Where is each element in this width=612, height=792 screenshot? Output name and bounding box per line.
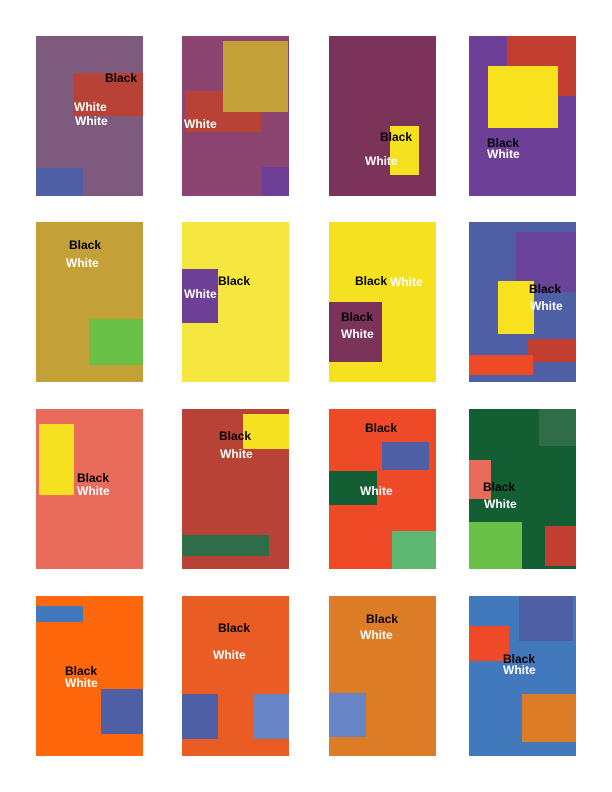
square-yellow bbox=[498, 281, 534, 334]
square-yellow bbox=[488, 66, 558, 128]
square-red bbox=[528, 339, 576, 362]
square-blue bbox=[182, 694, 218, 739]
black-label: Black bbox=[483, 480, 516, 494]
square-red bbox=[545, 526, 576, 566]
square-green bbox=[329, 471, 377, 505]
black-label: Black bbox=[218, 274, 251, 288]
color-card-15: Black White bbox=[329, 596, 436, 756]
white-label: White bbox=[390, 275, 423, 289]
color-card-16: Black White bbox=[469, 596, 576, 756]
black-label: Black bbox=[380, 130, 413, 144]
color-card-7: Black White Black White bbox=[329, 222, 436, 382]
white-label: White bbox=[65, 676, 98, 690]
white-label: White bbox=[184, 117, 217, 131]
square-yellow bbox=[39, 424, 74, 495]
black-label: Black bbox=[529, 282, 562, 296]
white-label: White bbox=[66, 256, 99, 270]
white-label: White bbox=[360, 484, 393, 498]
black-label: Black bbox=[366, 612, 399, 626]
black-label: Black bbox=[69, 238, 102, 252]
black-label: Black bbox=[77, 471, 110, 485]
white-label: White bbox=[220, 447, 253, 461]
black-label: Black bbox=[503, 652, 536, 666]
white-label: White bbox=[341, 327, 374, 341]
color-card-13: Black White bbox=[36, 596, 143, 756]
black-label: Black bbox=[65, 664, 98, 678]
square-yellow bbox=[390, 126, 419, 175]
square-mint bbox=[392, 531, 436, 569]
color-card-5: Black White bbox=[36, 222, 143, 382]
color-card-11: Black White bbox=[329, 409, 436, 569]
color-card-6: Black White bbox=[182, 222, 289, 382]
square-lime bbox=[469, 522, 522, 569]
square-orange bbox=[469, 355, 533, 375]
square-blue bbox=[382, 442, 429, 470]
square-purple bbox=[262, 167, 289, 196]
white-label: White bbox=[365, 154, 398, 168]
black-label: Black bbox=[487, 136, 520, 150]
square-blue-top bbox=[36, 606, 83, 622]
color-card-10: Black White bbox=[182, 409, 289, 569]
square-periwinkle bbox=[253, 694, 289, 739]
white-label: White bbox=[184, 287, 217, 301]
square-green bbox=[89, 319, 143, 365]
black-label: Black bbox=[218, 621, 251, 635]
black-label: Black bbox=[219, 429, 252, 443]
square-periwinkle bbox=[329, 693, 366, 737]
color-card-12: Black White bbox=[469, 409, 576, 569]
square-salmon bbox=[469, 460, 491, 499]
color-card-9: Black White bbox=[36, 409, 143, 569]
square-blue bbox=[36, 168, 83, 196]
white-label: White bbox=[75, 114, 108, 128]
color-card-1: Black White White bbox=[36, 36, 143, 196]
white-label: White bbox=[77, 484, 110, 498]
color-card-14: Black White bbox=[182, 596, 289, 756]
white-label: White bbox=[213, 648, 246, 662]
square-vermilion bbox=[469, 626, 509, 661]
square-gold bbox=[223, 41, 288, 112]
color-card-2: White bbox=[182, 36, 289, 196]
color-card-3: Black White bbox=[329, 36, 436, 196]
square-red bbox=[73, 73, 143, 116]
square-green bbox=[182, 535, 269, 556]
black-label: Black bbox=[105, 71, 138, 85]
white-label: White bbox=[360, 628, 393, 642]
color-card-4: Black White bbox=[469, 36, 576, 196]
color-card-8: Black White bbox=[469, 222, 576, 382]
square-teal bbox=[539, 409, 576, 446]
black-label: Black bbox=[365, 421, 398, 435]
white-label: White bbox=[487, 147, 520, 161]
square-blue bbox=[101, 689, 143, 734]
square-amber bbox=[522, 694, 576, 742]
white-label: White bbox=[530, 299, 563, 313]
black-label: Black bbox=[355, 274, 388, 288]
square-purple bbox=[182, 269, 218, 323]
white-label: White bbox=[484, 497, 517, 511]
square-wine bbox=[329, 302, 382, 362]
square-blue bbox=[519, 596, 573, 641]
square-yellow bbox=[243, 414, 289, 449]
black-label: Black bbox=[341, 310, 374, 324]
white-label: White bbox=[74, 100, 107, 114]
white-label: White bbox=[503, 663, 536, 677]
